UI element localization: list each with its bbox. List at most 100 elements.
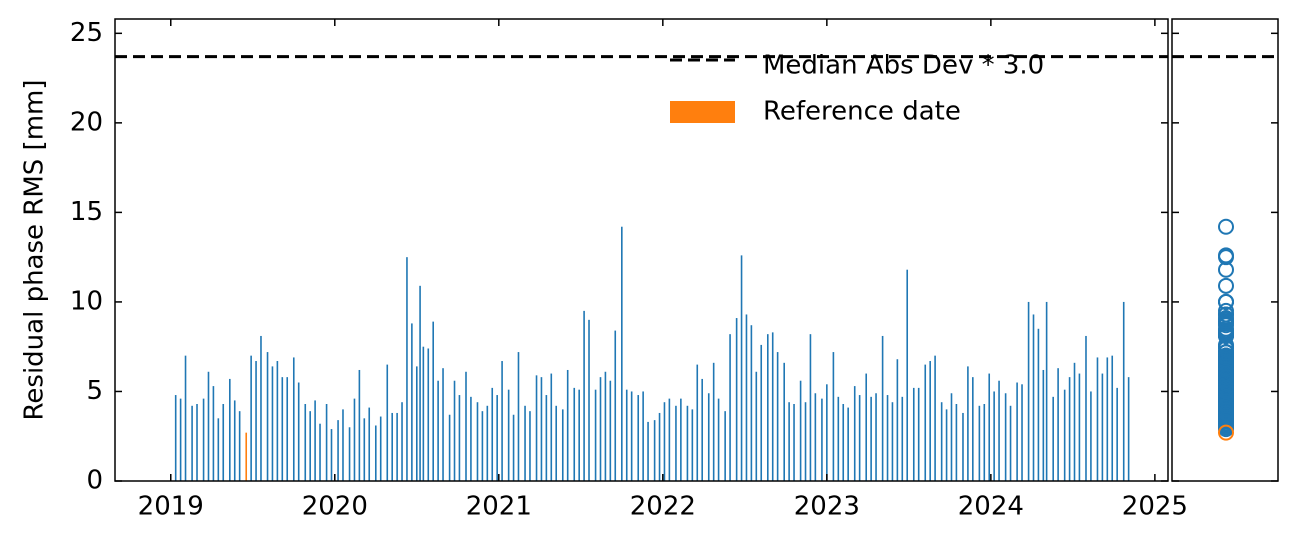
bar: [865, 373, 868, 481]
bar: [842, 404, 845, 481]
bar: [1057, 368, 1059, 481]
bar: [573, 387, 576, 481]
bar: [604, 371, 607, 481]
bar: [945, 409, 948, 481]
bar: [771, 332, 774, 481]
bar: [406, 257, 408, 481]
bar: [993, 391, 995, 481]
bar: [555, 405, 558, 481]
bar: [196, 404, 198, 481]
bar: [998, 380, 1000, 481]
bar: [978, 405, 981, 481]
bar: [386, 364, 389, 481]
bar: [212, 386, 215, 481]
bar: [735, 318, 738, 481]
x-tick-label: 2020: [302, 492, 368, 522]
bar: [821, 398, 823, 481]
y-tick-label: 0: [86, 466, 103, 496]
bar: [924, 364, 927, 481]
bar: [1009, 405, 1012, 481]
bar: [1068, 377, 1071, 481]
side-point: [1218, 379, 1234, 396]
bar: [286, 377, 289, 481]
bar: [686, 405, 689, 481]
bar: [465, 371, 467, 481]
bar: [950, 393, 953, 481]
bar: [174, 395, 177, 481]
bar: [717, 398, 720, 481]
bar: [330, 429, 333, 481]
bar: [621, 226, 623, 481]
bar: [675, 405, 677, 481]
bar: [432, 321, 434, 481]
bar: [363, 418, 366, 481]
legend-label: Reference date: [763, 97, 961, 127]
bar: [238, 411, 241, 481]
bar: [448, 414, 451, 481]
bar: [276, 361, 279, 481]
bar: [1116, 387, 1118, 481]
y-tick-label: 15: [70, 197, 103, 227]
bar: [691, 409, 694, 481]
bar: [891, 402, 894, 481]
bar: [653, 420, 656, 481]
bar: [696, 364, 699, 481]
bar: [740, 255, 743, 481]
bar: [1027, 301, 1030, 481]
x-tick-label: 2019: [138, 492, 204, 522]
bar: [396, 412, 398, 481]
bar: [229, 378, 231, 481]
side-point: [1218, 320, 1234, 337]
bar: [881, 335, 884, 481]
bar: [583, 310, 585, 481]
bar: [793, 404, 795, 481]
bar: [658, 412, 661, 481]
bar: [625, 389, 628, 481]
bar: [955, 404, 958, 481]
bar: [934, 355, 936, 481]
bar: [668, 398, 671, 481]
bar: [470, 396, 472, 481]
bar: [325, 404, 328, 481]
bar: [858, 395, 861, 481]
bar: [776, 352, 779, 481]
side-point: [1218, 369, 1234, 386]
bar: [415, 366, 418, 481]
bar: [486, 405, 489, 481]
bar: [348, 427, 351, 481]
bar: [512, 414, 515, 481]
bar: [501, 361, 503, 481]
bar: [184, 355, 187, 481]
bar: [540, 377, 543, 481]
bar: [642, 391, 644, 481]
bar: [476, 402, 479, 481]
bar: [1085, 335, 1087, 481]
bar: [250, 355, 252, 481]
bar: [245, 432, 248, 481]
bar: [1004, 393, 1007, 481]
bar: [940, 402, 943, 481]
bar: [374, 425, 377, 481]
bar: [545, 395, 548, 481]
side-point: [1218, 404, 1234, 421]
bar: [1122, 301, 1125, 481]
bar: [906, 269, 909, 481]
bar: [766, 334, 769, 481]
bar: [680, 398, 682, 481]
bar: [647, 421, 649, 481]
bar: [988, 373, 991, 481]
bar: [427, 348, 430, 481]
bar: [233, 400, 236, 481]
x-tick-label: 2024: [958, 492, 1024, 522]
bar: [637, 395, 640, 481]
side-point: [1218, 347, 1234, 364]
side-point: [1218, 277, 1234, 294]
y-tick-label: 20: [70, 107, 103, 137]
bar: [724, 411, 726, 481]
bar: [875, 393, 877, 481]
bar: [411, 323, 413, 481]
bar: [379, 416, 382, 481]
bar: [358, 369, 361, 481]
bar: [529, 411, 531, 481]
